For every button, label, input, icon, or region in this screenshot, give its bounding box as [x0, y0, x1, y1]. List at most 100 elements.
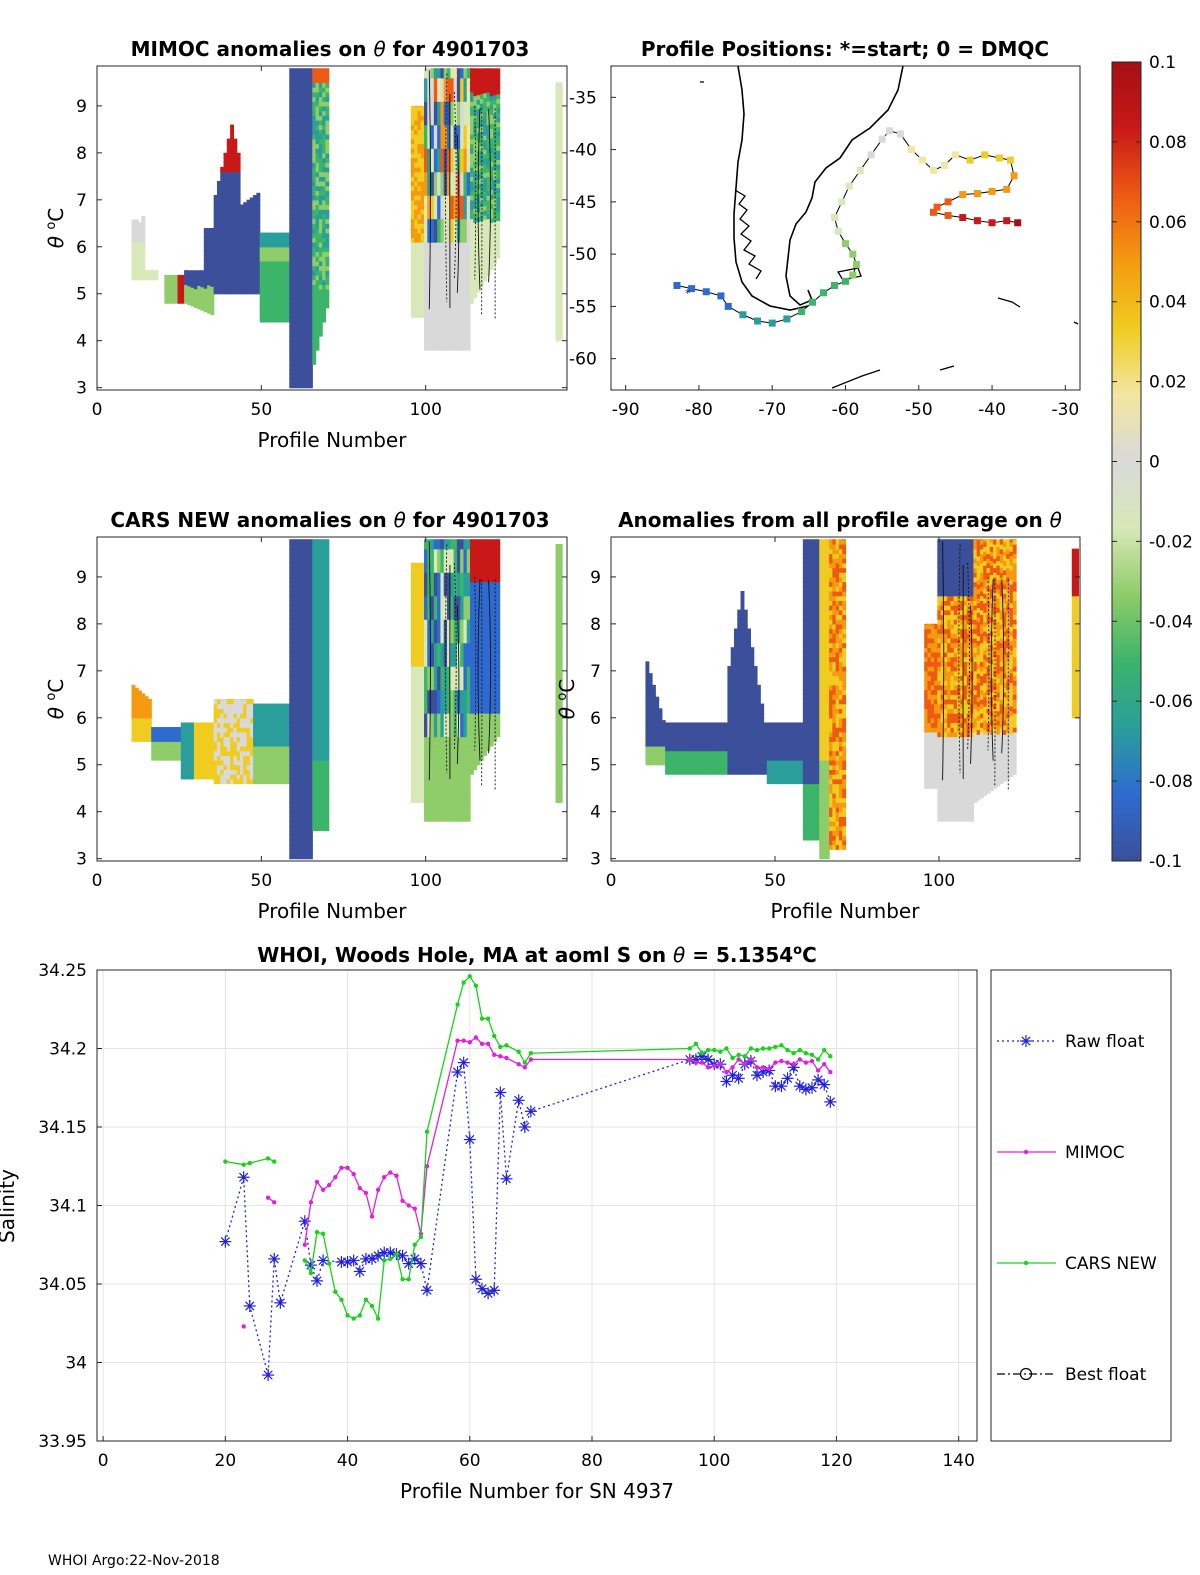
heat-cell	[207, 284, 211, 291]
heat-cell	[483, 181, 488, 188]
heat-cell	[318, 642, 323, 648]
heat-cell	[463, 105, 468, 112]
heat-cell	[174, 727, 179, 728]
heat-cell	[276, 717, 281, 724]
heat-cell	[302, 143, 307, 149]
heat-cell	[315, 162, 320, 168]
heat-cell	[262, 307, 267, 314]
heat-cell	[312, 68, 317, 74]
heat-cell	[262, 736, 267, 742]
heat-cell	[279, 246, 284, 253]
heat-cell	[417, 274, 422, 281]
heat-cell	[308, 839, 313, 846]
heat-cell	[193, 727, 198, 733]
heat-cell	[424, 213, 428, 220]
heat-cell	[558, 181, 563, 187]
heat-cell	[308, 689, 313, 695]
x-tick-label: -90	[612, 400, 640, 420]
heat-cell	[220, 713, 225, 719]
heat-cell	[558, 143, 563, 149]
heat-cell	[292, 670, 297, 677]
heat-cell	[226, 242, 231, 248]
heat-cell	[315, 303, 320, 309]
heat-cell	[414, 797, 419, 803]
heat-cell	[430, 284, 435, 290]
heat-cell	[322, 232, 327, 238]
heat-cell	[424, 807, 428, 813]
heat-cell	[272, 303, 277, 309]
heat-cell	[230, 152, 234, 159]
heat-cell	[437, 345, 442, 351]
heat-cell	[312, 825, 317, 832]
heat-cell	[466, 199, 471, 206]
heat-cell	[266, 237, 271, 243]
heat-cell	[489, 109, 494, 115]
heat-cell	[256, 764, 261, 771]
heat-cell	[292, 694, 297, 700]
heat-cell	[285, 307, 290, 314]
heat-cell	[305, 774, 310, 780]
heat-cell	[305, 680, 310, 686]
heat-cell	[308, 68, 313, 69]
heat-cell	[417, 124, 422, 130]
heat-cell	[302, 120, 307, 126]
heat-cell	[295, 717, 300, 724]
heat-cell	[410, 595, 415, 601]
heat-cell	[223, 232, 228, 238]
heat-cell	[299, 652, 304, 658]
heat-cell	[443, 265, 448, 271]
heat-cell	[131, 699, 136, 705]
heat-cell	[466, 148, 471, 154]
heat-cell	[272, 298, 277, 304]
heat-cell	[210, 309, 215, 315]
heat-cell	[473, 142, 478, 148]
heat-cell	[443, 209, 448, 215]
heat-cell	[322, 778, 327, 785]
heat-cell	[486, 91, 491, 98]
heat-cell	[318, 774, 323, 780]
heat-cell	[417, 576, 422, 583]
heat-cell	[226, 143, 231, 149]
heat-cell	[282, 251, 287, 257]
heat-cell	[141, 727, 146, 733]
heat-cell	[305, 68, 310, 74]
heat-cell	[216, 727, 221, 733]
heat-cell	[315, 105, 320, 112]
heat-cell	[184, 270, 188, 271]
heat-cell	[555, 110, 560, 116]
heat-cell	[410, 129, 415, 135]
heat-cell	[305, 591, 310, 597]
heat-cell	[424, 548, 428, 555]
heat-cell	[200, 774, 205, 780]
heat-cell	[496, 215, 501, 222]
heat-cell	[259, 274, 264, 281]
heat-cell	[318, 213, 323, 220]
heat-cell	[161, 745, 165, 752]
heat-cell	[302, 661, 307, 667]
heat-cell	[138, 708, 142, 714]
heat-cell	[285, 778, 290, 785]
heat-cell	[141, 736, 146, 742]
heat-cell	[174, 284, 179, 290]
heat-cell	[253, 741, 258, 747]
heat-cell	[463, 242, 468, 248]
heat-cell	[305, 764, 310, 771]
heat-cell	[308, 807, 313, 813]
heat-cell	[318, 321, 323, 328]
heat-cell	[266, 703, 271, 705]
heat-cell	[312, 670, 317, 677]
heat-cell	[558, 256, 563, 262]
heat-cell	[555, 260, 560, 267]
heat-cell	[203, 245, 208, 252]
heat-cell	[443, 218, 448, 224]
heat-cell	[276, 232, 281, 234]
heat-cell	[427, 124, 432, 130]
heat-cell	[246, 199, 251, 201]
heat-cell	[174, 274, 179, 276]
heat-cell	[210, 258, 215, 264]
heat-cell	[325, 152, 330, 159]
heat-cell	[302, 270, 307, 276]
heat-cell	[289, 270, 294, 276]
heat-cell	[253, 778, 258, 785]
heat-cell	[447, 251, 451, 257]
